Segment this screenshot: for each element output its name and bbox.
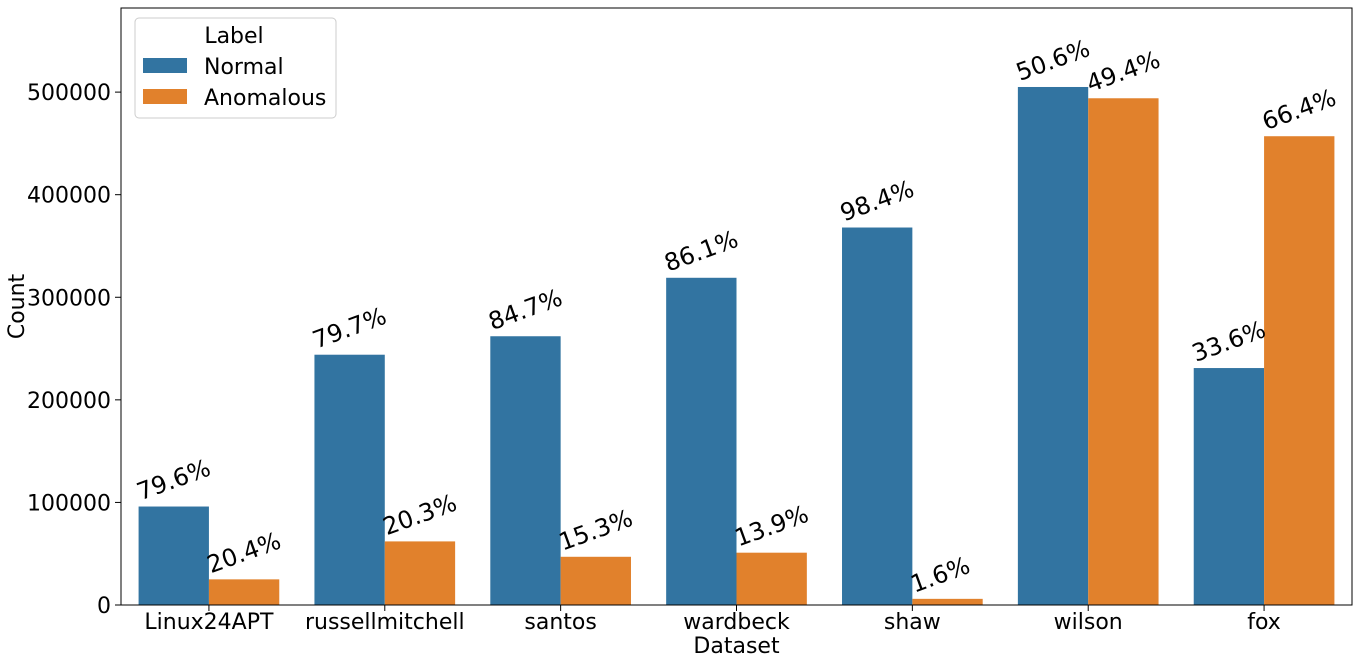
data-label-anomalous-santos: 15.3% (555, 504, 636, 556)
data-label-normal-fox: 33.6% (1188, 315, 1269, 367)
data-label-normal-wardbeck: 86.1% (661, 225, 742, 277)
x-tick-label: russellmitchell (305, 610, 465, 635)
y-tick-label: 200000 (27, 389, 111, 414)
bar-anomalous-santos (560, 556, 631, 605)
y-tick-label: 100000 (27, 491, 111, 516)
data-label-normal-wilson: 50.6% (1012, 34, 1093, 86)
bar-normal-shaw (842, 227, 913, 606)
legend-label-normal: Normal (204, 55, 284, 80)
bar-anomalous-wilson (1088, 98, 1159, 606)
bar-anomalous-wardbeck (736, 552, 807, 605)
bar-normal-wilson (1017, 86, 1089, 605)
x-axis-label: Dataset (693, 634, 780, 659)
legend-label-anomalous: Anomalous (204, 86, 326, 111)
bar-anomalous-shaw (912, 598, 983, 605)
data-label-anomalous-fox: 66.4% (1259, 83, 1340, 135)
data-label-normal-shaw: 98.4% (836, 175, 917, 227)
bar-anomalous-fox (1264, 136, 1335, 605)
x-axis: Linux24APT russellmitchell santos wardbeck s… (144, 605, 1281, 635)
y-tick-label: 400000 (27, 184, 111, 209)
data-label-anomalous-shaw: 1.6% (907, 551, 974, 598)
y-tick-label: 300000 (27, 286, 111, 311)
legend-swatch-anomalous (143, 89, 187, 104)
data-label-anomalous-wardbeck: 13.9% (731, 500, 812, 552)
y-axis-label: Count (5, 273, 30, 339)
y-tick-label: 500000 (27, 81, 111, 106)
bar-normal-santos (490, 336, 561, 605)
x-tick-label: santos (524, 610, 596, 635)
data-label-normal-santos: 84.7% (485, 283, 566, 335)
x-tick-label: wardbeck (683, 610, 790, 635)
data-label-normal-linux24apt: 79.6% (133, 454, 214, 506)
x-tick-label: wilson (1054, 610, 1123, 635)
x-tick-label: Linux24APT (144, 610, 274, 635)
y-tick-label: 0 (97, 594, 111, 619)
bar-anomalous-russellmitchell (384, 541, 456, 605)
legend-swatch-normal (143, 58, 187, 73)
data-label-anomalous-russellmitchell: 20.3% (379, 489, 460, 541)
data-label-normal-russellmitchell: 79.7% (309, 302, 390, 354)
data-label-anomalous-linux24apt: 20.4% (203, 527, 284, 579)
bar-normal-russellmitchell (314, 354, 385, 605)
bar-normal-fox (1193, 368, 1265, 605)
y-axis: 0 100000 200000 300000 400000 500000 (27, 81, 121, 619)
legend-title: Label (204, 24, 263, 49)
x-tick-label: shaw (884, 610, 941, 635)
data-label-anomalous-wilson: 49.4% (1083, 46, 1164, 98)
bars-group (138, 86, 1335, 606)
bar-normal-wardbeck (666, 277, 737, 605)
legend: Label Normal Anomalous (134, 17, 337, 119)
bar-normal-linux24apt (138, 506, 209, 605)
x-tick-label: fox (1247, 610, 1281, 635)
bar-anomalous-linux24apt (208, 579, 280, 605)
